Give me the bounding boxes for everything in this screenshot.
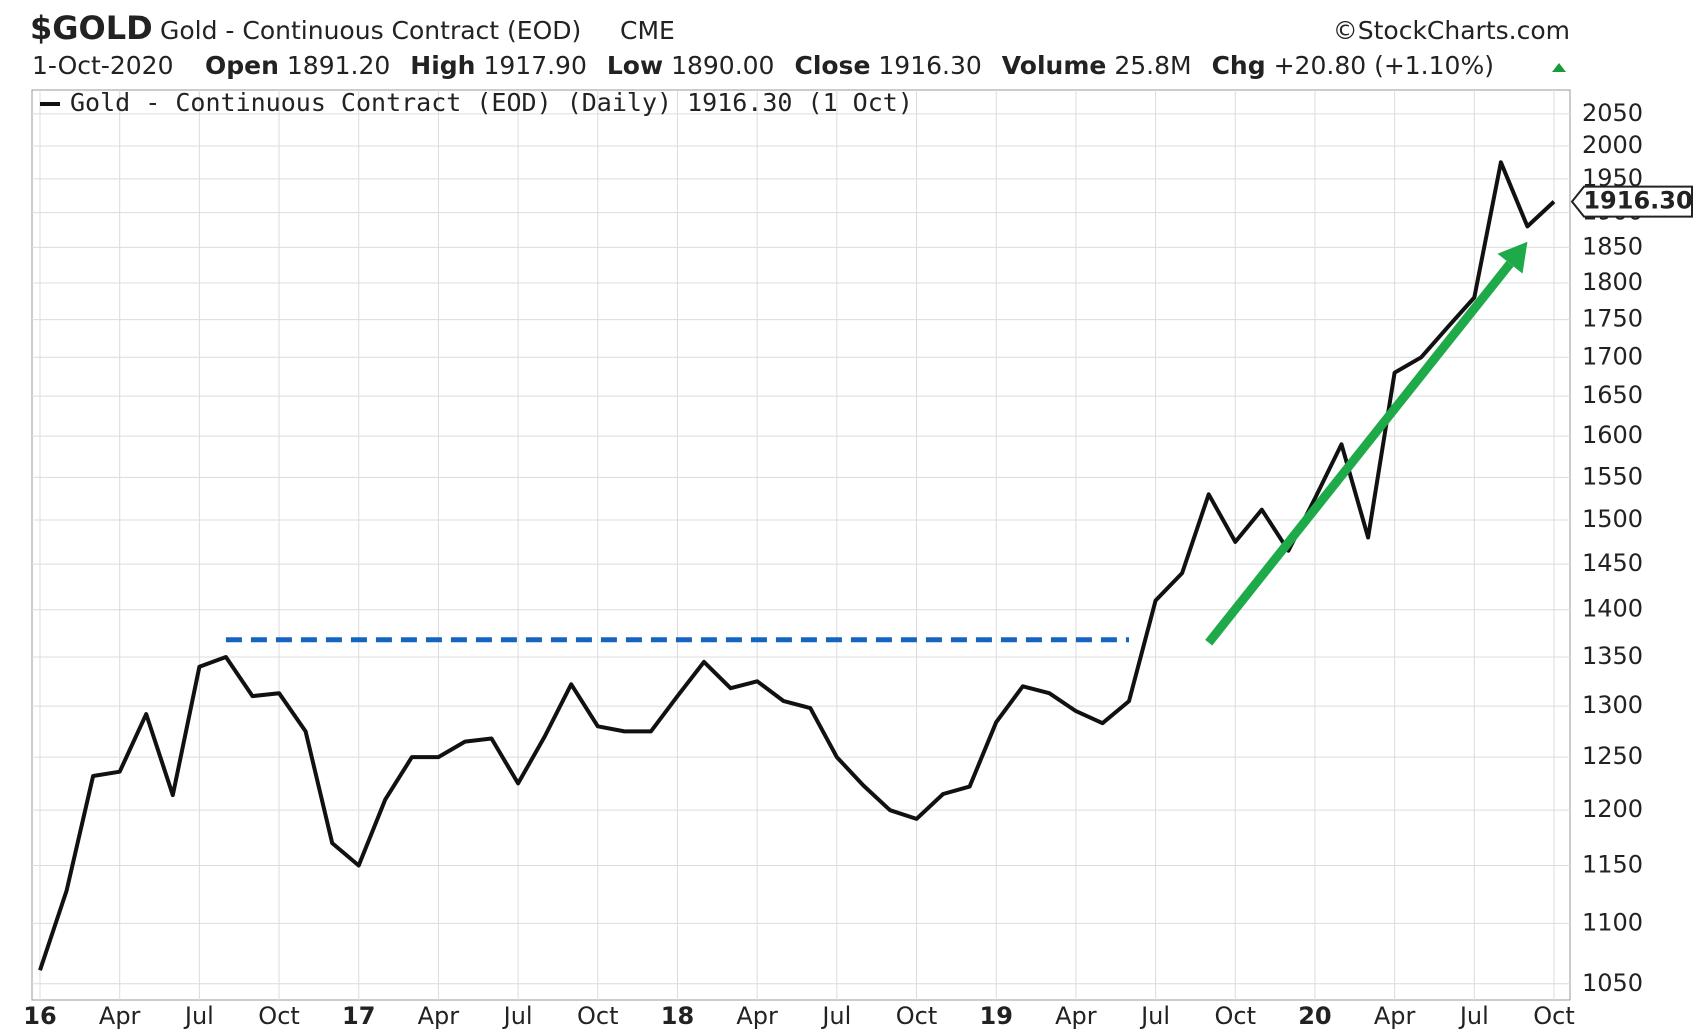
- x-tick-label: Oct: [896, 1002, 938, 1030]
- x-tick-label: Apr: [99, 1002, 141, 1030]
- trend-arrow: [1205, 260, 1514, 646]
- stat-value: 1891.20: [287, 51, 390, 80]
- copyright: ©StockCharts.com: [1333, 16, 1570, 45]
- stat-label: Low: [607, 51, 663, 80]
- y-tick-label: 1100: [1582, 908, 1643, 936]
- y-tick-label: 1350: [1582, 642, 1643, 670]
- x-tick-label: Apr: [736, 1002, 778, 1030]
- y-tick-label: 1700: [1582, 342, 1643, 370]
- symbol: $GOLD: [30, 9, 153, 47]
- y-tick-label: 1400: [1582, 595, 1643, 623]
- x-tick-label: Oct: [1215, 1002, 1257, 1030]
- price-line: [38, 160, 1556, 971]
- stat-value: 1916.30: [878, 51, 981, 80]
- x-tick-label: Oct: [577, 1002, 619, 1030]
- stat-value: 25.8M: [1114, 51, 1191, 80]
- legend-label: Gold - Continuous Contract (EOD) (Daily)…: [70, 88, 913, 117]
- x-tick-label: 16: [23, 1002, 56, 1030]
- x-tick-label: 17: [342, 1002, 375, 1030]
- y-tick-label: 1850: [1582, 232, 1643, 260]
- exchange: CME: [620, 16, 675, 45]
- date: 1-Oct-2020: [32, 51, 174, 80]
- y-tick-label: 1250: [1582, 742, 1643, 770]
- y-tick-label: 1600: [1582, 421, 1643, 449]
- x-tick-label: Oct: [258, 1002, 300, 1030]
- last-price-label: 1916.30: [1583, 187, 1692, 215]
- stat-label: Open: [205, 51, 279, 80]
- x-tick-label: Apr: [1055, 1002, 1097, 1030]
- stat-label: High: [410, 51, 475, 80]
- y-tick-label: 2050: [1582, 99, 1643, 127]
- y-tick-label: 1750: [1582, 305, 1643, 333]
- stat-label: Volume: [1002, 51, 1107, 80]
- x-tick-label: Jul: [1458, 1002, 1489, 1030]
- y-tick-label: 1050: [1582, 969, 1643, 997]
- x-tick-label: 18: [661, 1002, 694, 1030]
- x-tick-label: Oct: [1533, 1002, 1575, 1030]
- x-tick-label: 20: [1298, 1002, 1331, 1030]
- instrument-name: Gold - Continuous Contract (EOD): [160, 16, 581, 45]
- y-tick-label: 1150: [1582, 851, 1643, 879]
- stat-value: 1890.00: [671, 51, 774, 80]
- stats: Open 1891.20 High 1917.90 Low 1890.00 Close 191…: [205, 51, 1494, 80]
- stat-label: Chg: [1212, 51, 1266, 80]
- y-tick-label: 1300: [1582, 691, 1643, 719]
- x-tick-label: Jul: [1139, 1002, 1170, 1030]
- y-tick-label: 1450: [1582, 549, 1643, 577]
- y-tick-label: 1650: [1582, 381, 1643, 409]
- y-tick-label: 2000: [1582, 131, 1643, 159]
- last-price-box: [1570, 185, 1693, 218]
- stat-value: 1917.90: [483, 51, 586, 80]
- x-tick-label: Jul: [183, 1002, 214, 1030]
- x-tick-label: Apr: [418, 1002, 460, 1030]
- plot-frame: [31, 89, 1571, 1001]
- x-tick-label: 19: [980, 1002, 1013, 1030]
- stat-value: +20.80 (+1.10%): [1274, 51, 1494, 80]
- x-tick-label: Jul: [820, 1002, 851, 1030]
- up-indicator: [1552, 63, 1566, 72]
- y-tick-label: 1200: [1582, 795, 1643, 823]
- y-tick-label: 1500: [1582, 505, 1643, 533]
- stat-label: Close: [794, 51, 870, 80]
- y-tick-label: 1550: [1582, 462, 1643, 490]
- arrow-head: [1497, 241, 1528, 274]
- y-tick-label: 1800: [1582, 268, 1643, 296]
- x-tick-label: Apr: [1374, 1002, 1416, 1030]
- x-tick-label: Jul: [502, 1002, 533, 1030]
